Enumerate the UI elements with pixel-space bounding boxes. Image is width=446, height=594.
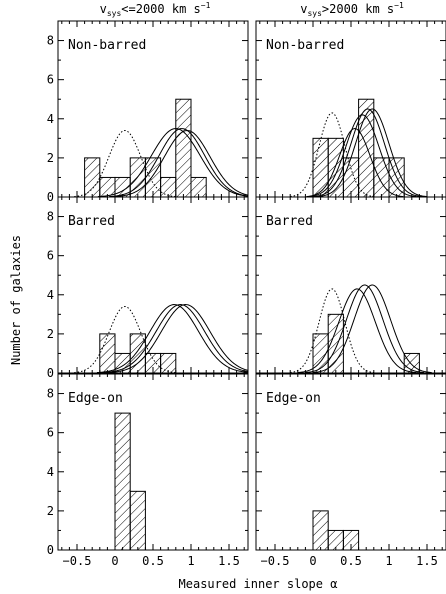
x-tick-label: 1.5 (416, 554, 438, 568)
panel-label: Barred (266, 214, 313, 229)
x-tick-label: 0.5 (142, 554, 164, 568)
model-curve-dotted (290, 112, 374, 198)
model-curve (109, 128, 249, 198)
y-tick-label: 2 (47, 151, 54, 165)
y-tick-label: 8 (47, 34, 54, 48)
panel-label: Edge-on (266, 391, 321, 406)
panel-label: Non-barred (68, 38, 146, 53)
y-tick-label: 8 (47, 387, 54, 401)
panel-barred-high: Barred (255, 196, 446, 374)
model-curve (312, 284, 432, 374)
histogram-bar (312, 510, 329, 551)
x-tick-label: 1 (187, 554, 194, 568)
x-tick-label: 0 (309, 554, 316, 568)
histogram-bar (373, 157, 390, 198)
histogram-bar (99, 333, 116, 374)
model-curve-dotted (74, 306, 176, 374)
model-curve (305, 284, 425, 374)
x-axis-title: Measured inner slope α (179, 577, 338, 591)
y-axis-title: Number of galaxies (9, 235, 23, 365)
y-tick-label: 6 (47, 249, 54, 263)
model-curve (317, 108, 428, 198)
x-tick-label: 1 (385, 554, 392, 568)
y-tick-label: 4 (47, 465, 54, 479)
model-curve (306, 128, 404, 198)
panel-non-barred-low: 0 2 4 6 8 Non-barred (47, 20, 249, 204)
y-tick-label: 8 (47, 210, 54, 224)
y-tick-label: 2 (47, 504, 54, 518)
model-curve (96, 304, 249, 374)
y-tick-label: 4 (47, 112, 54, 126)
y-tick-label: 0 (47, 543, 54, 557)
panel-barred-low: 0 2 4 6 8 Barred (47, 196, 249, 380)
y-tick-label: 4 (47, 288, 54, 302)
y-tick-label: 0 (47, 366, 54, 380)
histogram-bar (114, 412, 131, 551)
panels-container: 0 2 4 6 8 Non-barred Non-barred 0 2 4 6 8 Barred Barr… (47, 20, 446, 568)
x-tick-label: 0 (111, 554, 118, 568)
y-tick-label: 6 (47, 426, 54, 440)
x-tick-label: −0.5 (261, 554, 290, 568)
column-title-low-vsys: vsys<=2000 km s−1 (100, 1, 211, 18)
histogram-bar (175, 98, 192, 198)
model-curve (108, 304, 249, 374)
model-curve-dotted (290, 288, 374, 374)
histogram-bar (312, 137, 329, 198)
model-curve (308, 114, 417, 198)
histogram-bar (84, 157, 101, 198)
model-curve (114, 130, 249, 198)
model-curve (312, 108, 423, 198)
y-tick-label: 2 (47, 327, 54, 341)
x-tick-label: 0.5 (340, 554, 362, 568)
histogram-bar (129, 490, 146, 551)
model-curve-dotted (74, 130, 176, 198)
column-title-high-vsys: vsys>2000 km s−1 (300, 1, 404, 18)
panel-label: Non-barred (266, 38, 344, 53)
x-tick-label: −0.5 (63, 554, 92, 568)
y-tick-label: 0 (47, 190, 54, 204)
panel-edge-on-high: −0.5 0 0.5 1 1.5 Edge-on (255, 373, 446, 568)
panel-label: Edge-on (68, 391, 123, 406)
model-curve (297, 288, 417, 374)
x-tick-label: 1.5 (218, 554, 240, 568)
panel-non-barred-high: Non-barred (255, 20, 446, 198)
panel-label: Barred (68, 214, 115, 229)
panel-edge-on-low: 0 2 4 6 8 −0.5 0 0.5 1 1.5 Edge-on (47, 373, 249, 568)
model-curve (102, 304, 249, 374)
model-curve (97, 128, 249, 198)
y-tick-label: 6 (47, 73, 54, 87)
